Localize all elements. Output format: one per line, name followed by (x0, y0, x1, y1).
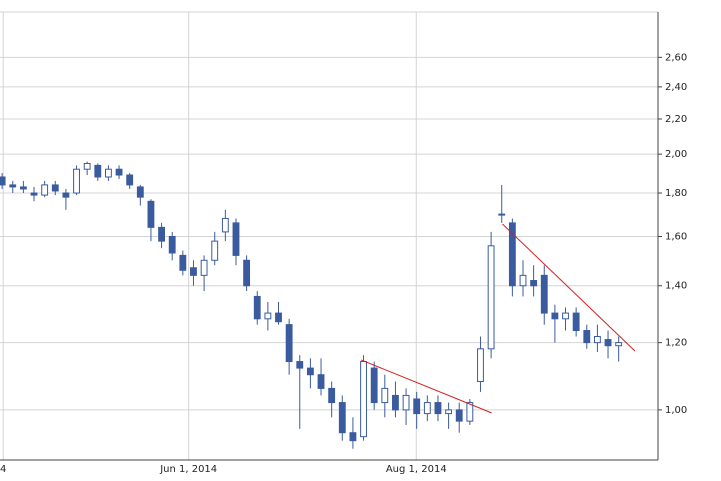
candle-body (370, 367, 378, 404)
candle-body (615, 342, 623, 347)
y-tick-label: 1,20 (665, 338, 687, 349)
y-tick-label: 1,60 (665, 231, 687, 242)
candle-body (253, 295, 261, 320)
candle-body (243, 259, 251, 287)
candle-body (296, 361, 304, 369)
y-tick-label: 2,40 (665, 82, 687, 93)
candle-body (604, 339, 612, 347)
candle-body (0, 176, 6, 186)
candle-body (147, 200, 155, 228)
candle-body (211, 240, 219, 261)
trendline (360, 359, 492, 414)
candle-body (392, 394, 399, 411)
candle-body (360, 361, 367, 438)
candle-body (434, 402, 442, 415)
candle-body (94, 164, 102, 178)
candle-body (338, 402, 346, 434)
candle-body (349, 432, 357, 442)
candle-body (62, 192, 70, 198)
x-tick-label: Jun 1, 2014 (159, 464, 217, 475)
candle-body (593, 336, 601, 344)
candle-body (30, 192, 38, 196)
y-tick-label: 2,60 (665, 52, 687, 63)
candle-body (540, 274, 548, 314)
candle-body (487, 245, 495, 350)
candle-body (477, 348, 484, 382)
candle-body (381, 387, 389, 404)
y-tick-label: 1,80 (665, 188, 687, 199)
candle-body (572, 312, 580, 332)
candle-body (264, 312, 272, 320)
x-tick-label: 4 (0, 464, 6, 475)
candle-body (275, 312, 282, 323)
candle-body (73, 168, 80, 194)
y-tick-label: 1,00 (665, 405, 687, 416)
candle-body (168, 235, 176, 254)
candle-body (498, 213, 506, 216)
candle-body (530, 280, 538, 287)
candle-body (136, 186, 144, 198)
candle-body (317, 374, 325, 389)
candle-body (41, 184, 49, 196)
candle-body (190, 267, 197, 276)
candle-body (402, 394, 410, 411)
candle-body (562, 312, 569, 320)
y-tick-label: 2,20 (665, 114, 687, 125)
candle-body (519, 274, 527, 287)
candle-body (105, 168, 112, 178)
candle-body (9, 184, 17, 188)
candle-body (232, 222, 240, 256)
trendline (502, 223, 636, 352)
candle-body (328, 387, 336, 404)
candle-body (179, 254, 187, 271)
candle-body (583, 330, 591, 344)
candle-body (83, 162, 91, 170)
candle-body (455, 409, 463, 422)
candle-body (200, 259, 208, 276)
candle-body (423, 402, 431, 415)
candle-body (126, 174, 134, 186)
candle-body (221, 217, 229, 233)
candle-body (285, 324, 293, 363)
y-tick-label: 1,40 (665, 281, 687, 292)
candle-body (51, 184, 59, 192)
candle-body (306, 367, 314, 376)
x-tick-label: Aug 1, 2014 (386, 464, 447, 475)
candle-body (19, 186, 27, 190)
candle-body (551, 312, 559, 320)
candle-body (445, 409, 453, 415)
candle-body (466, 402, 474, 422)
candle-body (115, 168, 123, 176)
candle-body (158, 226, 165, 242)
candle-body (508, 222, 516, 287)
y-tick-label: 2,00 (665, 149, 687, 160)
candle-body (413, 398, 421, 415)
